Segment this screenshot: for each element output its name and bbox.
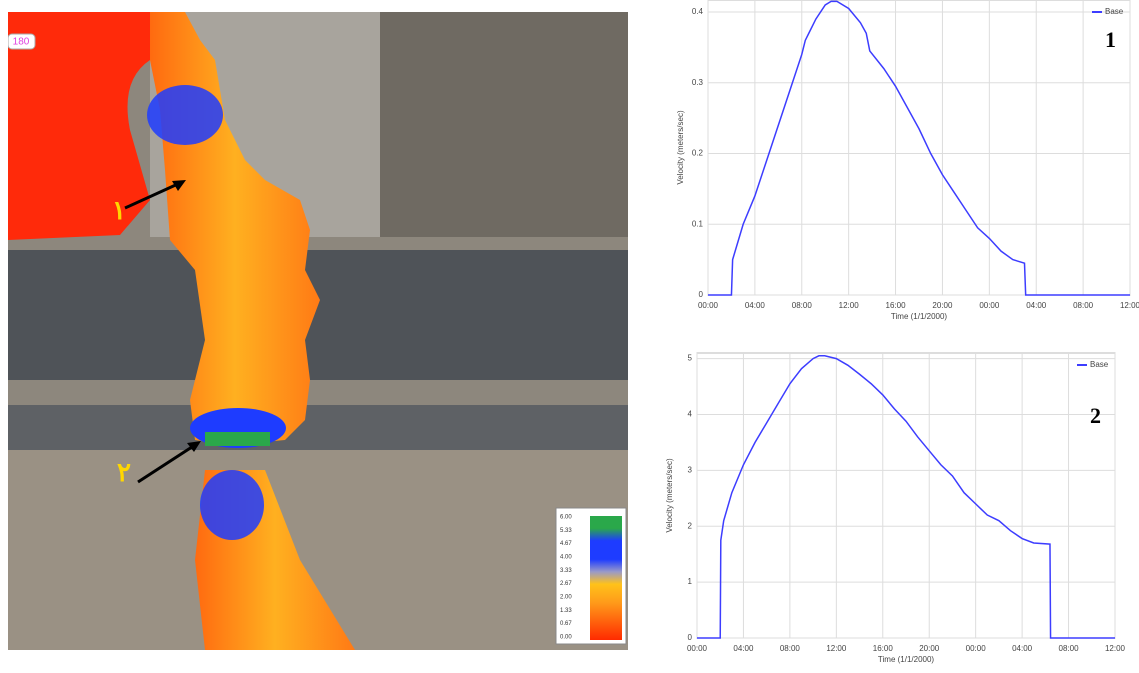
y-tick-label: 0.2	[692, 149, 704, 158]
x-tick-label: 00:00	[698, 301, 719, 310]
x-tick-label: 04:00	[733, 644, 754, 653]
y-axis-label: Velocity (meters/sec)	[676, 110, 685, 185]
legend-label: Base	[1090, 360, 1109, 369]
y-tick-label: 0.3	[692, 78, 704, 87]
colorbar-label: 4.00	[560, 555, 572, 561]
colorbar-label: 0.00	[560, 635, 572, 641]
colorbar	[590, 516, 622, 640]
high-velocity-zone	[200, 470, 264, 540]
y-tick-label: 4	[688, 410, 693, 419]
map: 180 ۱ ۲ 6.00 5.33 4.67 4.00 3.33 2.67 2.00 1.33…	[8, 12, 628, 650]
x-tick-label: 08:00	[1059, 644, 1080, 653]
colorbar-label: 6.00	[560, 515, 572, 521]
high-velocity-zone	[147, 85, 223, 145]
colorbar-label: 0.67	[560, 621, 572, 627]
y-tick-label: 0	[699, 290, 704, 299]
colorbar-label: 1.33	[560, 608, 572, 614]
x-tick-label: 12:00	[1120, 301, 1139, 310]
y-tick-label: 2	[688, 521, 693, 530]
plot-area	[697, 353, 1115, 638]
colorbar-label: 5.33	[560, 528, 572, 534]
x-tick-label: 08:00	[792, 301, 813, 310]
y-tick-label: 5	[688, 354, 693, 363]
y-axis-label: Velocity (meters/sec)	[665, 458, 674, 533]
panel-label: 2	[1090, 403, 1101, 428]
x-tick-label: 12:00	[839, 301, 860, 310]
x-axis-label: Time (1/1/2000)	[891, 312, 948, 321]
colorbar-label: 4.67	[560, 541, 572, 547]
y-tick-label: 1	[688, 577, 693, 586]
road	[8, 405, 628, 450]
x-tick-label: 20:00	[932, 301, 953, 310]
peak-velocity-zone	[205, 432, 270, 446]
x-axis-label: Time (1/1/2000)	[878, 655, 935, 664]
x-tick-label: 00:00	[979, 301, 1000, 310]
colorbar-label: 2.67	[560, 581, 572, 587]
x-tick-label: 12:00	[826, 644, 847, 653]
y-tick-label: 0.4	[692, 7, 704, 16]
y-tick-label: 0	[688, 633, 693, 642]
x-tick-label: 12:00	[1105, 644, 1126, 653]
highway	[8, 250, 628, 380]
x-tick-label: 08:00	[1073, 301, 1094, 310]
x-tick-label: 00:00	[687, 644, 708, 653]
figure: 180 ۱ ۲ 6.00 5.33 4.67 4.00 3.33 2.67 2.00 1.33…	[0, 0, 1139, 668]
x-tick-label: 16:00	[886, 301, 907, 310]
map-label: ۲	[117, 457, 131, 487]
x-tick-label: 00:00	[966, 644, 987, 653]
x-tick-label: 04:00	[745, 301, 766, 310]
x-tick-label: 16:00	[873, 644, 894, 653]
x-tick-label: 04:00	[1012, 644, 1033, 653]
badge-text: 180	[13, 37, 30, 48]
colorbar-label: 2.00	[560, 595, 572, 601]
map-label: ۱	[112, 195, 126, 225]
x-tick-label: 04:00	[1026, 301, 1047, 310]
colorbar-label: 3.33	[560, 568, 572, 574]
x-tick-label: 08:00	[780, 644, 801, 653]
panel-label: 1	[1105, 27, 1116, 52]
legend-label: Base	[1105, 7, 1124, 16]
x-tick-label: 20:00	[919, 644, 940, 653]
y-tick-label: 3	[688, 465, 693, 474]
y-tick-label: 0.1	[692, 219, 704, 228]
